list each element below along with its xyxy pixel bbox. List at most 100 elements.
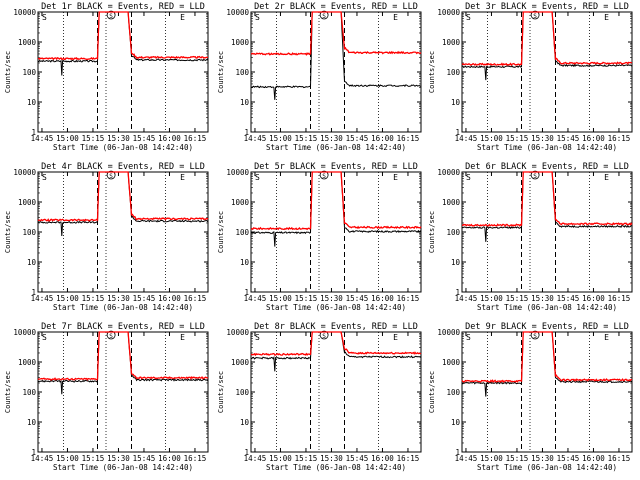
x-tick-label: 14:45 xyxy=(31,134,54,143)
y-tick-label: 10 xyxy=(240,258,250,267)
saa-marker xyxy=(106,10,116,20)
y-tick-label: 1000 xyxy=(442,358,461,367)
lld-series-line xyxy=(250,171,422,231)
y-tick-label: 10000 xyxy=(226,168,249,177)
saa-marker-label: S xyxy=(109,173,113,180)
x-axis-label: Start Time (06-Jan-08 14:42:40) xyxy=(477,303,617,312)
x-tick-label: 16:00 xyxy=(158,454,181,463)
y-tick-label: 10000 xyxy=(226,8,249,17)
x-tick-label: 14:45 xyxy=(455,134,478,143)
panel-title: Det 8r BLACK = Events, RED = LLD xyxy=(254,322,418,332)
s-marker: S xyxy=(466,13,471,22)
y-axis-label: Counts/sec xyxy=(428,51,436,93)
y-tick-label: 1000 xyxy=(442,38,461,47)
e-marker: E xyxy=(180,173,185,182)
x-tick-label: 15:00 xyxy=(269,294,292,303)
panel-det-6: Det 6r BLACK = Events, RED = LLD 1 10 100 10… xyxy=(428,162,633,312)
x-tick-label: 15:00 xyxy=(56,294,79,303)
s-marker: S xyxy=(42,333,47,342)
x-tick-label: 16:15 xyxy=(184,134,207,143)
y-tick-label: 100 xyxy=(22,68,36,77)
panel-det-2: Det 2r BLACK = Events, RED = LLD 1 10 100 10… xyxy=(217,2,422,152)
y-tick-label: 100 xyxy=(446,388,460,397)
x-tick-label: 15:30 xyxy=(107,134,130,143)
y-axis-label: Counts/sec xyxy=(4,371,12,413)
events-series-line xyxy=(250,11,422,100)
x-axis-label: Start Time (06-Jan-08 14:42:40) xyxy=(266,303,406,312)
y-tick-label: 10000 xyxy=(13,328,36,337)
panel-det-7: Det 7r BLACK = Events, RED = LLD 1 10 100 10… xyxy=(4,322,209,472)
y-tick-label: 10 xyxy=(240,418,250,427)
x-tick-label: 16:00 xyxy=(158,134,181,143)
x-tick-label: 15:15 xyxy=(82,454,105,463)
panel-title: Det 1r BLACK = Events, RED = LLD xyxy=(41,2,205,12)
panel-det-9: Det 9r BLACK = Events, RED = LLD 1 10 100 10… xyxy=(428,322,633,472)
y-tick-label: 1 xyxy=(455,288,460,297)
panel-title: Det 6r BLACK = Events, RED = LLD xyxy=(465,162,629,172)
y-tick-label: 10000 xyxy=(226,328,249,337)
y-tick-label: 1000 xyxy=(231,358,250,367)
y-axis-label: Counts/sec xyxy=(217,371,225,413)
x-tick-label: 15:30 xyxy=(107,294,130,303)
x-tick-label: 15:15 xyxy=(506,134,529,143)
saa-marker xyxy=(319,170,329,180)
saa-marker-label: S xyxy=(322,333,326,340)
x-tick-label: 15:45 xyxy=(346,134,369,143)
saa-marker xyxy=(319,330,329,340)
y-tick-label: 100 xyxy=(235,228,249,237)
y-tick-label: 10 xyxy=(240,98,250,107)
panel-det-4: Det 4r BLACK = Events, RED = LLD 1 10 100 10… xyxy=(4,162,209,312)
x-tick-label: 16:15 xyxy=(397,294,420,303)
x-tick-label: 15:00 xyxy=(480,454,503,463)
x-tick-label: 16:15 xyxy=(184,294,207,303)
y-tick-label: 10 xyxy=(451,258,461,267)
x-tick-label: 14:45 xyxy=(31,454,54,463)
x-tick-label: 15:45 xyxy=(557,134,580,143)
x-tick-label: 15:15 xyxy=(506,454,529,463)
x-tick-label: 15:00 xyxy=(480,294,503,303)
x-axis-label: Start Time (06-Jan-08 14:42:40) xyxy=(53,463,193,472)
y-tick-label: 10000 xyxy=(13,8,36,17)
x-tick-label: 15:30 xyxy=(320,294,343,303)
x-tick-label: 15:15 xyxy=(295,454,318,463)
lld-series-line xyxy=(461,331,633,383)
x-tick-label: 16:15 xyxy=(608,294,631,303)
x-tick-label: 16:15 xyxy=(397,454,420,463)
y-tick-label: 1 xyxy=(244,128,249,137)
saa-marker xyxy=(530,170,540,180)
y-tick-label: 100 xyxy=(22,228,36,237)
x-tick-label: 16:15 xyxy=(608,134,631,143)
x-tick-label: 16:00 xyxy=(371,454,394,463)
s-marker: S xyxy=(42,173,47,182)
x-tick-label: 15:45 xyxy=(346,454,369,463)
panel-det-1: Det 1r BLACK = Events, RED = LLD 1 10 100 10… xyxy=(4,2,209,152)
y-tick-label: 100 xyxy=(22,388,36,397)
x-tick-label: 15:45 xyxy=(133,454,156,463)
x-tick-label: 15:00 xyxy=(56,134,79,143)
y-axis-label: Counts/sec xyxy=(428,211,436,253)
saa-marker-label: S xyxy=(109,13,113,20)
y-tick-label: 10 xyxy=(27,258,37,267)
lld-series-line xyxy=(37,11,209,61)
e-marker: E xyxy=(180,333,185,342)
panel-det-8: Det 8r BLACK = Events, RED = LLD 1 10 100 10… xyxy=(217,322,422,472)
x-tick-label: 16:15 xyxy=(184,454,207,463)
x-tick-label: 15:00 xyxy=(269,454,292,463)
saa-marker xyxy=(106,170,116,180)
e-marker: E xyxy=(393,173,398,182)
y-tick-label: 1000 xyxy=(231,198,250,207)
lld-series-line xyxy=(250,11,422,56)
saa-marker-label: S xyxy=(322,173,326,180)
x-tick-label: 14:45 xyxy=(244,454,267,463)
x-axis-label: Start Time (06-Jan-08 14:42:40) xyxy=(53,143,193,152)
e-marker: E xyxy=(604,13,609,22)
x-tick-label: 16:00 xyxy=(582,294,605,303)
y-tick-label: 1000 xyxy=(18,198,37,207)
panel-title: Det 2r BLACK = Events, RED = LLD xyxy=(254,2,418,12)
e-marker: E xyxy=(604,333,609,342)
y-tick-label: 10 xyxy=(27,418,37,427)
saa-marker-label: S xyxy=(533,173,537,180)
x-tick-label: 15:30 xyxy=(531,454,554,463)
x-tick-label: 16:00 xyxy=(582,134,605,143)
